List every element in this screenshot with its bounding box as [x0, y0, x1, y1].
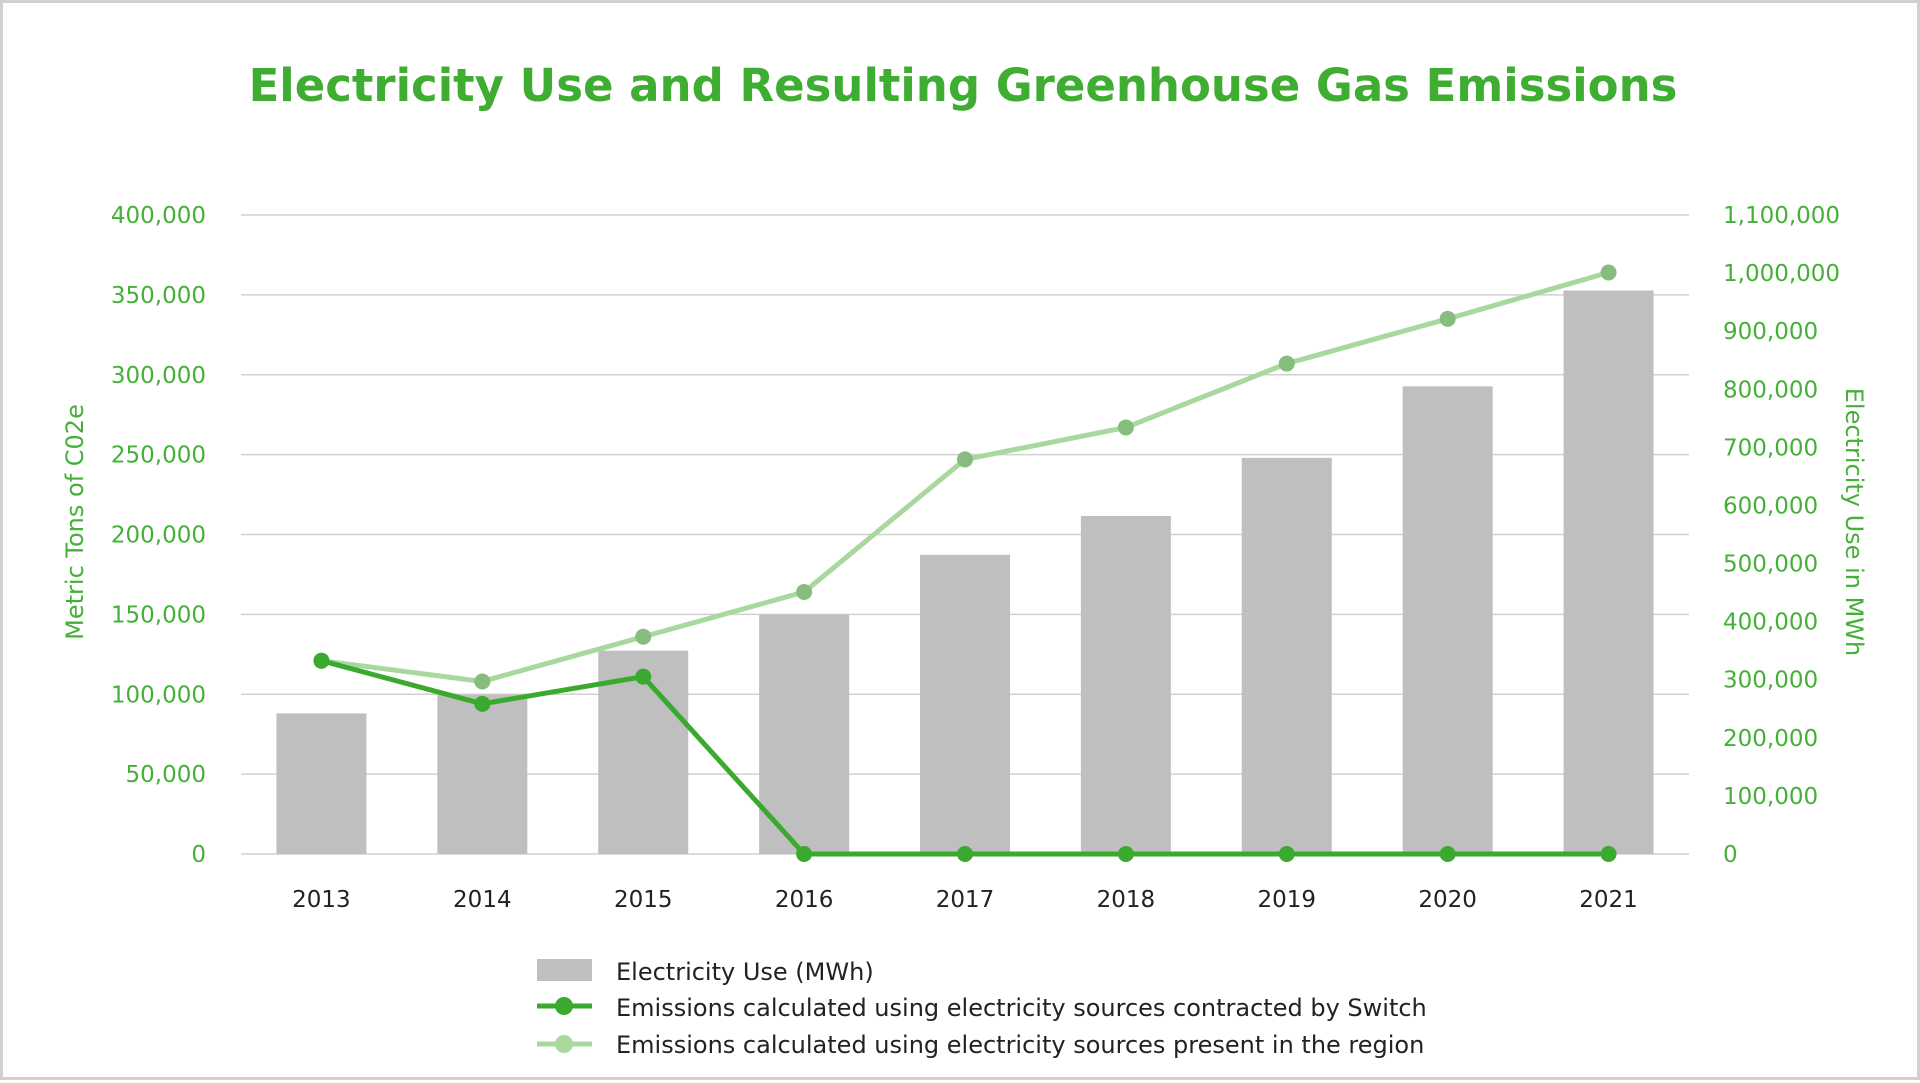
x-tick-label: 2015	[614, 887, 673, 913]
chart-title: Electricity Use and Resulting Greenhouse…	[249, 59, 1678, 112]
region-emissions-point	[635, 628, 652, 645]
legend-swatch-electricity-use	[537, 959, 592, 981]
chart-canvas: Electricity Use and Resulting Greenhouse…	[61, 59, 1868, 1059]
legend-label-contracted: Emissions calculated using electricity s…	[616, 994, 1427, 1022]
right-axis-ticks: 0 100,000 200,000 300,000 400,000 500,000 600,…	[1723, 203, 1840, 868]
bar-electricity-use	[759, 614, 850, 854]
x-tick-label: 2016	[775, 887, 834, 913]
legend-label-electricity-use: Electricity Use (MWh)	[616, 958, 874, 986]
contracted-emissions-point	[1600, 846, 1617, 862]
right-tick-label: 500,000	[1723, 552, 1818, 578]
contracted-emissions-point	[796, 846, 813, 862]
right-tick-label: 1,100,000	[1723, 203, 1840, 229]
right-tick-label: 600,000	[1723, 493, 1818, 519]
contracted-emissions-point	[1117, 846, 1134, 862]
bar-electricity-use	[276, 713, 367, 854]
x-tick-label: 2014	[453, 887, 512, 913]
bar-series	[276, 290, 1654, 854]
region-emissions-point	[1600, 264, 1617, 281]
legend: Electricity Use (MWh) Emissions calculat…	[537, 958, 1427, 1059]
bar-electricity-use	[1402, 386, 1493, 854]
right-tick-label: 800,000	[1723, 377, 1818, 403]
contracted-emissions-point	[635, 668, 652, 685]
right-tick-label: 700,000	[1723, 435, 1818, 461]
x-tick-label: 2018	[1097, 887, 1156, 913]
x-axis-ticks: 2013 2014 2015 2016 2017 2018 2019 2020 2021	[292, 887, 1638, 913]
region-emissions-point	[474, 673, 491, 690]
x-tick-label: 2020	[1418, 887, 1477, 913]
contracted-emissions-point	[1278, 846, 1295, 862]
right-tick-label: 400,000	[1723, 610, 1818, 636]
left-tick-label: 50,000	[126, 762, 206, 788]
region-emissions-point	[1117, 419, 1134, 436]
contracted-emissions-point	[1439, 846, 1456, 862]
region-emissions-point	[1278, 355, 1295, 372]
bar-electricity-use	[437, 694, 528, 854]
left-tick-label: 350,000	[111, 283, 206, 309]
x-tick-label: 2021	[1579, 887, 1638, 913]
left-tick-label: 400,000	[111, 203, 206, 229]
bar-electricity-use	[920, 554, 1010, 854]
contracted-emissions-point	[957, 846, 973, 862]
left-tick-label: 300,000	[111, 363, 206, 389]
region-emissions-point	[1439, 310, 1456, 327]
left-tick-label: 150,000	[111, 602, 206, 628]
right-tick-label: 1,000,000	[1723, 261, 1840, 287]
line-series	[313, 264, 1617, 862]
right-tick-label: 100,000	[1723, 784, 1818, 810]
left-axis-label: Metric Tons of C02e	[61, 404, 89, 640]
region-emissions-point	[796, 584, 813, 601]
bar-electricity-use	[1241, 457, 1332, 854]
legend-label-region: Emissions calculated using electricity s…	[616, 1031, 1424, 1059]
contracted-emissions-point	[474, 695, 491, 712]
left-tick-label: 100,000	[111, 682, 206, 708]
left-tick-label: 200,000	[111, 523, 206, 549]
right-tick-label: 0	[1723, 842, 1738, 868]
x-tick-label: 2019	[1258, 887, 1317, 913]
bar-electricity-use	[1563, 290, 1654, 854]
left-tick-label: 0	[191, 842, 206, 868]
legend-swatch-contracted-marker	[555, 997, 573, 1015]
left-tick-label: 250,000	[111, 443, 206, 469]
x-tick-label: 2013	[292, 887, 351, 913]
right-tick-label: 900,000	[1723, 319, 1818, 345]
region-emissions-point	[957, 451, 973, 468]
contracted-emissions-point	[313, 652, 330, 669]
legend-swatch-region-marker	[555, 1035, 573, 1053]
left-axis-ticks: 0 50,000 100,000 150,000 200,000 250,000 300,0…	[111, 203, 206, 868]
bar-electricity-use	[1080, 515, 1171, 854]
x-tick-label: 2017	[936, 887, 995, 913]
right-axis-label: Electricity Use in MWh	[1840, 388, 1868, 656]
right-tick-label: 300,000	[1723, 668, 1818, 694]
right-tick-label: 200,000	[1723, 726, 1818, 752]
